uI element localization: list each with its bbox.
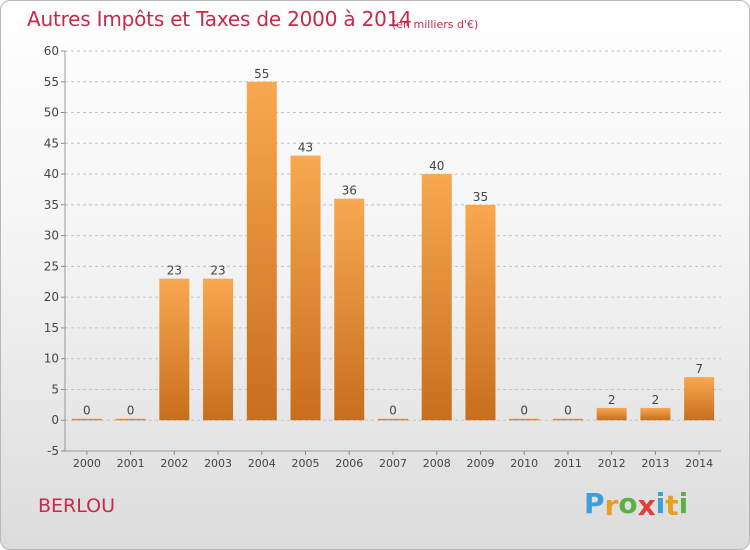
data-label-2004: 55	[254, 67, 269, 81]
x-tick-label-2010: 2010	[510, 457, 538, 470]
data-label-2010: 0	[520, 404, 528, 418]
data-label-2014: 7	[695, 362, 703, 376]
bar-2002	[159, 278, 190, 421]
y-tick-label: 0	[51, 413, 59, 427]
bar-2012	[596, 407, 627, 421]
logo-letter: P	[584, 487, 605, 520]
logo-letter: o	[618, 487, 638, 520]
commune-name: BERLOU	[38, 495, 116, 517]
x-tick-label-2004: 2004	[248, 457, 276, 470]
bar-2000	[71, 418, 102, 421]
bar-2001	[115, 418, 146, 421]
y-tick-label: 20	[44, 290, 59, 304]
y-tick-label: 55	[44, 75, 59, 89]
bar-2007	[378, 418, 408, 421]
data-label-2005: 43	[298, 141, 313, 155]
data-label-2006: 36	[342, 184, 357, 198]
unit-note: (en milliers d'€)	[392, 18, 479, 31]
x-tick-label-2003: 2003	[204, 457, 232, 470]
data-label-2007: 0	[389, 404, 397, 418]
logo-letter: r	[604, 489, 619, 522]
bar-2003	[203, 278, 234, 421]
bar-2006	[334, 198, 365, 421]
y-tick-label: 40	[44, 167, 59, 181]
x-tick-label-2001: 2001	[117, 457, 145, 470]
y-tick-label: 15	[44, 321, 59, 335]
x-tick-label-2005: 2005	[292, 457, 320, 470]
y-tick-labels: -5 0 5 10 15 20 25 30 35 40 45 50 55 60	[44, 44, 59, 458]
data-label-2012: 2	[608, 393, 616, 407]
x-tick-label-2012: 2012	[598, 457, 626, 470]
bar-2014	[684, 377, 715, 421]
data-label-2008: 40	[429, 159, 444, 173]
logo-letter: t	[665, 489, 679, 522]
y-tick-label: 50	[44, 106, 59, 120]
x-tick-label-2006: 2006	[335, 457, 363, 470]
bar-2013	[640, 407, 671, 421]
x-tick-label-2002: 2002	[160, 457, 188, 470]
data-labels: 0 0 23 23 55 43 36 0 40 35 0 0 2 2 7	[83, 67, 703, 418]
x-tick-label-2008: 2008	[423, 457, 451, 470]
y-tick-label: -5	[47, 444, 59, 458]
bar-2004	[246, 81, 277, 421]
data-label-2011: 0	[564, 404, 572, 418]
logo-letter: i	[678, 487, 689, 520]
y-tick-label: 30	[44, 229, 59, 243]
y-tick-label: 45	[44, 136, 59, 150]
x-tick-label-2009: 2009	[466, 457, 494, 470]
x-tick-label-2000: 2000	[73, 457, 101, 470]
y-tick-label: 10	[44, 352, 59, 366]
data-label-2003: 23	[210, 264, 225, 278]
data-label-2009: 35	[473, 190, 488, 204]
x-tick-label-2013: 2013	[641, 457, 669, 470]
bar-2008	[421, 174, 452, 421]
bar-2005	[290, 155, 321, 421]
data-label-2002: 23	[167, 264, 182, 278]
bar-2010	[509, 418, 540, 421]
data-label-2013: 2	[652, 393, 660, 407]
y-tick-label: 5	[51, 382, 59, 396]
bar-2009	[465, 204, 496, 421]
logo-letter: x	[637, 489, 656, 522]
x-tick-label-2014: 2014	[685, 457, 713, 470]
x-tick-label-2007: 2007	[379, 457, 407, 470]
bars	[71, 81, 715, 421]
y-tick-label: 35	[44, 198, 59, 212]
chart-title: Autres Impôts et Taxes de 2000 à 2014	[27, 7, 412, 31]
x-tick-label-2011: 2011	[554, 457, 582, 470]
x-tick-labels: 2000 2001 2002 2003 2004 2005 2006 2007 2008 2009…	[73, 451, 713, 470]
data-label-2001: 0	[127, 404, 135, 418]
y-tick-label: 60	[44, 44, 59, 58]
logo-letter: i	[655, 487, 666, 520]
bar-2011	[552, 418, 583, 421]
proxiti-logo: Proxiti	[584, 487, 689, 522]
data-label-2000: 0	[83, 404, 91, 418]
y-tick-label: 25	[44, 259, 59, 273]
